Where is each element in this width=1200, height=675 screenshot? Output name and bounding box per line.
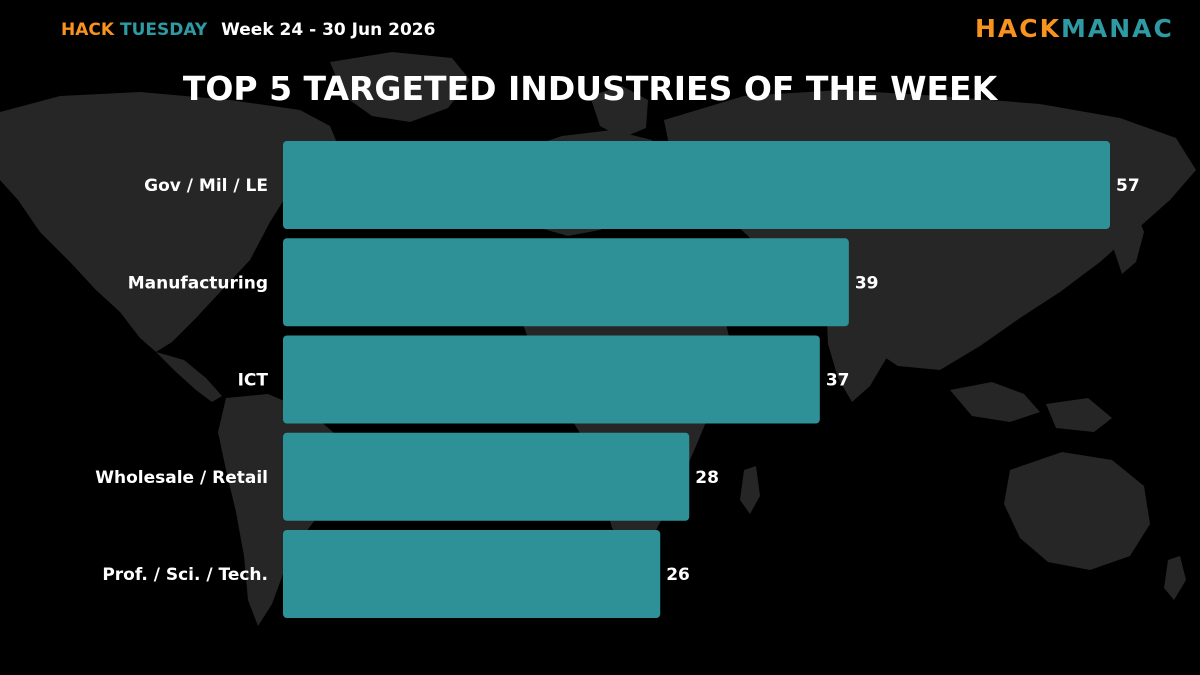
category-label: Gov / Mil / LE <box>144 176 268 196</box>
bar-2 <box>283 335 820 424</box>
bar-1 <box>283 238 849 327</box>
logo-manac-text: MANAC <box>1061 14 1174 43</box>
value-label: 39 <box>855 273 879 293</box>
header-brand-line: HACK TUESDAY Week 24 - 30 Jun 2026 <box>61 16 435 44</box>
value-label: 26 <box>666 565 690 585</box>
bar-4 <box>283 530 661 618</box>
value-label: 28 <box>695 468 719 488</box>
value-label: 57 <box>1116 176 1140 196</box>
bar-3 <box>283 432 690 521</box>
week-range-text: Week 24 - 30 Jun 2026 <box>221 20 436 40</box>
bar-0 <box>283 141 1110 229</box>
brand-tuesday-text: TUESDAY <box>119 20 208 40</box>
category-label: ICT <box>238 371 269 391</box>
chart-title: TOP 5 TARGETED INDUSTRIES OF THE WEEK <box>182 69 998 108</box>
value-label: 37 <box>826 371 850 391</box>
logo-hack-text: HACK <box>975 14 1061 43</box>
hackmanac-logo: HACKMANAC <box>975 11 1174 47</box>
brand-hack-text: HACK <box>61 20 115 40</box>
category-label: Manufacturing <box>128 273 268 293</box>
category-label: Wholesale / Retail <box>95 468 268 488</box>
category-label: Prof. / Sci. / Tech. <box>102 565 268 585</box>
